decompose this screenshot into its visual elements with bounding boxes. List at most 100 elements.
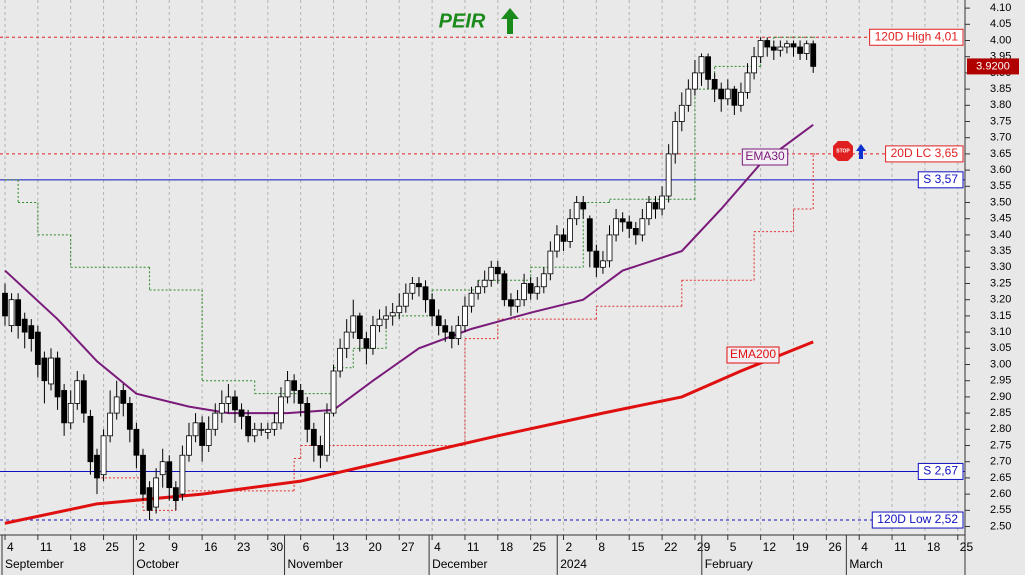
candle-body xyxy=(757,40,764,58)
candle-body xyxy=(113,396,120,414)
candle-body xyxy=(324,412,330,456)
x-tick-label: 9 xyxy=(171,540,178,554)
ema-line xyxy=(4,123,814,415)
series-label: EMA30 xyxy=(745,149,785,163)
candle-body xyxy=(278,396,284,424)
candle-body xyxy=(468,292,475,307)
candle-body xyxy=(245,415,252,437)
candle-body xyxy=(343,331,350,349)
candle-body xyxy=(383,315,390,320)
candle-body xyxy=(429,299,436,317)
candle-body xyxy=(448,331,455,339)
candle-body xyxy=(521,283,527,301)
candle-body xyxy=(600,260,606,268)
y-tick-label: 4.05 xyxy=(990,18,1011,30)
last-price-label: 3.9200 xyxy=(976,60,1010,72)
series-label-box xyxy=(726,346,780,364)
candle-body xyxy=(606,234,613,262)
plot-area xyxy=(0,0,965,535)
x-tick-label: 2 xyxy=(566,540,573,554)
candle-body xyxy=(534,286,541,294)
month-label: December xyxy=(432,557,487,571)
y-tick-label: 3.65 xyxy=(990,148,1011,160)
level-label-box xyxy=(917,171,964,189)
y-tick-label: 3.50 xyxy=(990,196,1011,208)
y-tick-label: 3.85 xyxy=(990,83,1011,95)
candle-body xyxy=(317,445,324,456)
candle-body xyxy=(402,292,409,307)
candle-body xyxy=(711,78,718,90)
candle-body xyxy=(61,390,68,424)
candle-body xyxy=(560,234,567,242)
candle-body xyxy=(192,422,199,437)
month-label: March xyxy=(849,557,882,571)
x-tick-label: 22 xyxy=(664,540,678,554)
candle-body xyxy=(232,396,238,411)
candle-body xyxy=(613,218,619,236)
candle-body xyxy=(501,273,508,301)
candle-body xyxy=(462,305,468,327)
candle-body xyxy=(225,396,232,404)
candle-body xyxy=(179,454,186,495)
candle-body xyxy=(764,40,771,48)
candle-body xyxy=(284,380,291,398)
candle-body xyxy=(41,357,48,382)
candle-body xyxy=(376,318,383,327)
candle-body xyxy=(48,357,54,385)
candle-body xyxy=(442,325,449,333)
y-tick-label: 2.90 xyxy=(990,391,1011,403)
candle-body xyxy=(508,299,514,307)
candle-body xyxy=(777,46,784,51)
candle-body xyxy=(238,409,245,417)
x-tick-label: 18 xyxy=(927,540,941,554)
candle-body xyxy=(356,315,363,339)
x-tick-label: 27 xyxy=(401,540,415,554)
month-label: October xyxy=(136,557,179,571)
candle-body xyxy=(659,195,665,210)
candle-body xyxy=(87,415,94,463)
candle-body xyxy=(389,312,396,317)
stop-icon xyxy=(833,141,853,161)
title-arrow xyxy=(501,8,519,34)
candle-body xyxy=(107,412,114,437)
candle-body xyxy=(744,72,751,93)
level-label: 120D Low 2,52 xyxy=(877,512,958,526)
y-tick-label: 3.30 xyxy=(990,261,1011,273)
candle-body xyxy=(80,380,87,414)
candle-body xyxy=(797,46,803,54)
x-tick-label: 6 xyxy=(303,540,310,554)
x-tick-label: 5 xyxy=(730,540,737,554)
candle-body xyxy=(692,72,698,90)
y-tick-label: 3.40 xyxy=(990,229,1011,241)
candle-body xyxy=(350,315,357,333)
candle-body xyxy=(678,104,685,122)
y-tick-label: 3.10 xyxy=(990,326,1011,338)
x-tick-label: 20 xyxy=(368,540,382,554)
candle-body xyxy=(619,218,626,223)
candle-body xyxy=(731,88,738,106)
y-tick-label: 2.60 xyxy=(990,488,1011,500)
x-tick-label: 29 xyxy=(697,540,711,554)
candle-body xyxy=(54,357,61,398)
y-tick-label: 3.15 xyxy=(990,310,1011,322)
y-tick-label: 2.75 xyxy=(990,439,1011,451)
candle-body xyxy=(705,56,711,80)
level-label-box xyxy=(885,145,964,163)
candle-body xyxy=(718,88,725,100)
series-label-box xyxy=(741,148,789,166)
candle-body xyxy=(2,292,8,317)
candle-body xyxy=(580,202,587,210)
candle-body xyxy=(685,88,692,106)
candle-body xyxy=(435,315,442,327)
y-tick-label: 2.70 xyxy=(990,456,1011,468)
candle-body xyxy=(74,380,81,404)
month-label: February xyxy=(705,557,753,571)
candle-body xyxy=(166,461,173,489)
candle-body xyxy=(67,402,74,424)
candle-body xyxy=(126,402,133,430)
y-tick-label: 3.35 xyxy=(990,245,1011,257)
levels xyxy=(0,36,965,521)
y-tick-label: 2.55 xyxy=(990,504,1011,516)
